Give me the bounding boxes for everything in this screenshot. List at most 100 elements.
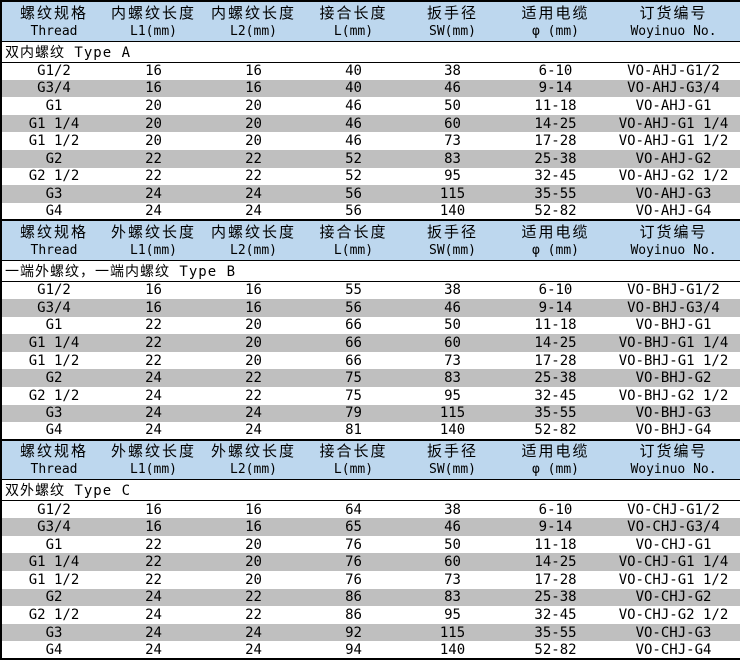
l2-length-cell: 20: [245, 317, 262, 334]
column-header-label-en: Thread: [30, 462, 78, 478]
table-row: G1 1/2 22 20 76 73 17-28 VO-CHJ-G1 1/2: [1, 571, 740, 589]
column-header-label-en: Woyinuo No.: [630, 23, 717, 39]
table-row: G1 1/4 22 20 76 60 14-25 VO-CHJ-G1 1/4: [1, 553, 740, 572]
l1-length-cell: 24: [145, 185, 162, 202]
thread-spec-cell: G1: [45, 536, 63, 553]
thread-spec-cell: G2: [45, 150, 63, 167]
cable-diameter-cell: 35-55: [534, 624, 577, 641]
cable-diameter-cell: 52-82: [534, 422, 577, 439]
order-no-cell: VO-BHJ-G3: [635, 405, 712, 422]
column-header-order-no: 订货编号 Woyinuo No.: [607, 438, 740, 481]
joint-length-cell: 86: [345, 607, 362, 624]
joint-length-cell: 81: [345, 422, 362, 439]
table-row: G1/2 16 16 55 38 6-10 VO-BHJ-G1/2: [1, 281, 740, 299]
thread-spec-cell: G1: [45, 97, 63, 114]
l2-length-cell: 22: [245, 168, 262, 185]
column-header-thread-spec: 螺纹规格 Thread: [1, 438, 106, 481]
l2-length-cell: 16: [245, 282, 262, 299]
column-header-l1-length: 外螺纹长度 L1(mm): [106, 438, 201, 481]
joint-length-cell: 65: [345, 519, 362, 536]
column-header-label-en: L2(mm): [230, 243, 277, 259]
l2-length-cell: 20: [245, 97, 262, 114]
wrench-size-cell: 140: [439, 422, 466, 439]
column-header-label-en: φ (mm): [532, 243, 579, 259]
l1-length-cell: 16: [145, 501, 162, 518]
cable-diameter-cell: 17-28: [534, 571, 577, 588]
order-no-cell: VO-BHJ-G1 1/2: [618, 352, 729, 369]
order-no-cell: VO-CHJ-G1 1/4: [618, 554, 729, 571]
l1-length-cell: 22: [145, 554, 162, 571]
order-no-cell: VO-AHJ-G1 1/4: [618, 115, 729, 132]
cable-diameter-cell: 17-28: [534, 133, 577, 150]
l2-length-cell: 16: [245, 299, 262, 316]
wrench-size-cell: 46: [444, 80, 461, 97]
table-row: G3 24 24 56 115 35-55 VO-AHJ-G3: [1, 185, 740, 203]
thread-spec-cell: G3/4: [37, 80, 71, 97]
thread-spec-cell: G1: [45, 317, 63, 334]
column-header-label-zh: 扳手径: [426, 3, 478, 22]
wrench-size-cell: 95: [444, 387, 461, 404]
thread-spec-cell: G3: [45, 405, 63, 422]
wrench-size-cell: 115: [439, 405, 466, 422]
wrench-size-cell: 95: [444, 607, 461, 624]
thread-spec-cell: G1 1/4: [28, 115, 80, 132]
thread-spec-cell: G1 1/4: [28, 554, 80, 571]
wrench-size-cell: 60: [444, 115, 461, 132]
l1-length-cell: 22: [145, 352, 162, 369]
column-header-label-en: L(mm): [333, 243, 374, 259]
order-no-cell: VO-CHJ-G3: [635, 624, 712, 641]
l2-length-cell: 20: [245, 554, 262, 571]
column-header-label-zh: 订货编号: [639, 3, 708, 22]
column-header-label-en: SW(mm): [429, 462, 476, 478]
joint-length-cell: 66: [345, 352, 362, 369]
order-no-cell: VO-AHJ-G1/2: [627, 63, 720, 80]
column-header-label-en: φ (mm): [532, 462, 579, 478]
wrench-size-cell: 38: [444, 282, 461, 299]
section-title-row: 一端外螺纹，一端内螺纹 Type B: [1, 260, 740, 282]
cable-diameter-cell: 11-18: [534, 97, 577, 114]
order-no-cell: VO-CHJ-G4: [635, 641, 712, 658]
wrench-size-cell: 38: [444, 501, 461, 518]
thread-spec-cell: G3: [45, 624, 63, 641]
wrench-size-cell: 60: [444, 334, 461, 351]
l1-length-cell: 22: [145, 334, 162, 351]
column-header-joint-length: 接合长度 L(mm): [306, 219, 401, 261]
column-header-label-zh: 外螺纹长度: [110, 442, 196, 461]
order-no-cell: VO-AHJ-G2 1/2: [618, 168, 729, 185]
column-header-joint-length: 接合长度 L(mm): [306, 438, 401, 481]
order-no-cell: VO-CHJ-G1/2: [627, 501, 720, 518]
order-no-cell: VO-CHJ-G2: [635, 589, 712, 606]
l1-length-cell: 24: [145, 370, 162, 387]
order-no-cell: VO-BHJ-G2: [635, 370, 712, 387]
column-header-label-zh: 接合长度: [319, 3, 388, 22]
cable-diameter-cell: 32-45: [534, 387, 577, 404]
l1-length-cell: 22: [145, 150, 162, 167]
joint-length-cell: 46: [345, 115, 362, 132]
l1-length-cell: 16: [145, 63, 162, 80]
table-row: G1/2 16 16 64 38 6-10 VO-CHJ-G1/2: [1, 500, 740, 519]
table-row: G4 24 24 94 140 52-82 VO-CHJ-G4: [1, 641, 740, 660]
column-header-label-en: L2(mm): [230, 462, 277, 478]
cable-diameter-cell: 14-25: [534, 554, 577, 571]
thread-spec-cell: G1 1/2: [28, 352, 80, 369]
cable-diameter-cell: 14-25: [534, 334, 577, 351]
column-header-order-no: 订货编号 Woyinuo No.: [607, 219, 740, 261]
wrench-size-cell: 73: [444, 133, 461, 150]
column-header-label-zh: 螺纹规格: [19, 223, 88, 242]
thread-spec-cell: G3/4: [37, 299, 71, 316]
column-header-label-zh: 订货编号: [639, 442, 708, 461]
column-header-label-en: SW(mm): [429, 243, 476, 259]
column-header-cable-diameter: 适用电缆 φ (mm): [504, 438, 607, 481]
table-row: G3 24 24 92 115 35-55 VO-CHJ-G3: [1, 623, 740, 642]
table-row: G1 22 20 66 50 11-18 VO-BHJ-G1: [1, 316, 740, 335]
order-no-cell: VO-CHJ-G1: [635, 536, 712, 553]
l2-length-cell: 16: [245, 501, 262, 518]
table-row: G1/2 16 16 40 38 6-10 VO-AHJ-G1/2: [1, 62, 740, 80]
table-row: G3/4 16 16 56 46 9-14 VO-BHJ-G3/4: [1, 298, 740, 317]
thread-spec-cell: G2 1/2: [28, 387, 80, 404]
l1-length-cell: 24: [145, 422, 162, 439]
column-header-label-zh: 适用电缆: [521, 223, 590, 242]
column-header-l1-length: 内螺纹长度 L1(mm): [106, 1, 201, 42]
thread-spec-cell: G4: [45, 641, 63, 658]
cable-diameter-cell: 52-82: [534, 641, 577, 658]
